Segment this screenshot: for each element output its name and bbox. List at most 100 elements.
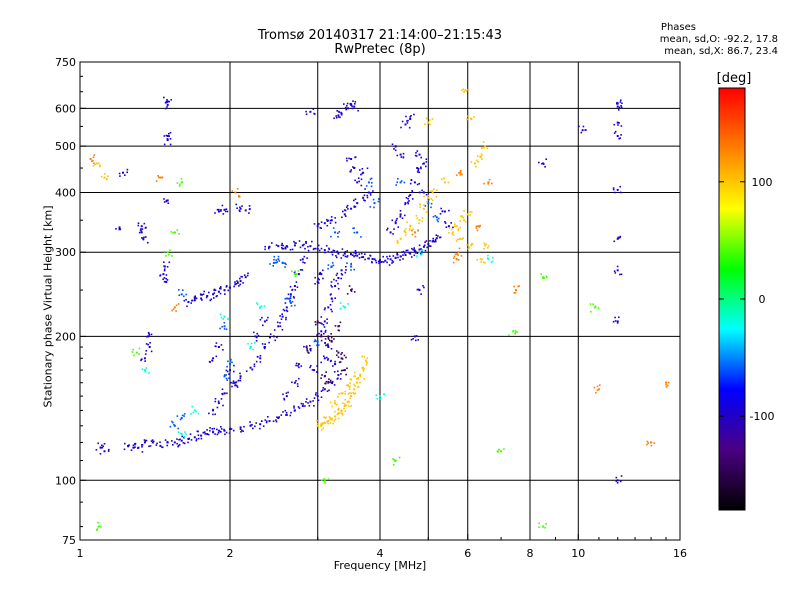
data-point [143, 222, 146, 225]
data-point [188, 437, 190, 440]
data-point [619, 191, 622, 194]
data-point [393, 228, 395, 230]
data-point [350, 207, 353, 210]
data-point [317, 425, 319, 427]
data-point [340, 369, 343, 372]
data-point [255, 422, 257, 424]
data-point [216, 295, 218, 297]
data-point [412, 338, 414, 340]
data-point [322, 422, 324, 424]
data-point [513, 292, 515, 294]
data-point [338, 407, 340, 410]
data-point [212, 430, 214, 433]
data-point [223, 429, 226, 432]
data-point [360, 256, 363, 258]
data-point [333, 419, 335, 422]
data-point [341, 358, 344, 360]
x-tick-label: 8 [527, 547, 534, 560]
data-point [402, 152, 405, 155]
data-point [323, 478, 326, 480]
data-point [89, 158, 92, 160]
data-point [127, 445, 129, 447]
data-point [473, 162, 476, 165]
data-point [618, 316, 620, 319]
data-point [353, 255, 355, 258]
data-point [178, 294, 181, 296]
data-point [410, 338, 413, 341]
data-point [344, 271, 347, 274]
data-point [514, 330, 517, 332]
data-point [392, 464, 395, 466]
data-point [289, 300, 291, 303]
data-point [304, 405, 306, 407]
data-point [480, 261, 482, 263]
data-point [422, 162, 425, 165]
data-point [421, 220, 424, 223]
data-point [459, 226, 461, 229]
data-point [324, 307, 326, 309]
data-point [140, 358, 143, 361]
data-point [327, 219, 330, 222]
data-point [123, 448, 126, 451]
data-point [299, 246, 302, 249]
data-point [322, 427, 324, 430]
data-point [398, 456, 401, 459]
y-tick-label: 100 [55, 474, 76, 487]
data-point [250, 342, 253, 345]
x-tick-label: 2 [227, 547, 234, 560]
data-point [457, 259, 460, 261]
data-point [369, 192, 372, 194]
data-point [318, 278, 320, 281]
data-point [209, 429, 211, 432]
data-point [206, 295, 209, 297]
data-point [371, 182, 373, 184]
data-point [170, 231, 173, 233]
data-point [135, 351, 138, 354]
data-point [320, 316, 323, 318]
data-point [192, 411, 195, 414]
data-point [367, 257, 370, 260]
data-point [297, 273, 300, 276]
data-point [477, 225, 480, 228]
data-point [327, 250, 330, 253]
data-point [238, 195, 241, 198]
data-point [613, 240, 616, 243]
data-point [119, 175, 121, 177]
data-point [200, 434, 203, 437]
data-point [219, 292, 222, 295]
data-point [233, 364, 235, 367]
data-point [327, 267, 329, 270]
data-point [483, 242, 485, 245]
data-point [318, 321, 321, 324]
data-point [413, 113, 415, 116]
data-point [353, 268, 355, 271]
data-point [366, 196, 369, 199]
data-point [401, 217, 404, 219]
data-point [350, 169, 352, 171]
data-point [581, 129, 584, 132]
data-point [215, 345, 217, 348]
data-point [259, 307, 261, 309]
data-point [169, 138, 172, 140]
data-point [276, 321, 279, 324]
data-point [147, 331, 150, 334]
data-point [615, 480, 618, 482]
data-point [132, 348, 134, 351]
data-point [326, 224, 329, 227]
data-point [415, 250, 417, 253]
data-point [341, 352, 343, 354]
data-point [317, 344, 320, 346]
data-point [323, 480, 326, 483]
data-point [290, 411, 292, 414]
data-point [391, 219, 394, 222]
data-point [599, 384, 601, 386]
x-tick-label: 4 [377, 547, 384, 560]
data-point [394, 149, 397, 152]
data-point [340, 269, 343, 272]
data-point [197, 437, 200, 440]
data-point [343, 213, 346, 216]
data-point [303, 255, 306, 258]
data-point [163, 96, 165, 99]
data-point [291, 300, 294, 303]
data-point [370, 177, 373, 180]
